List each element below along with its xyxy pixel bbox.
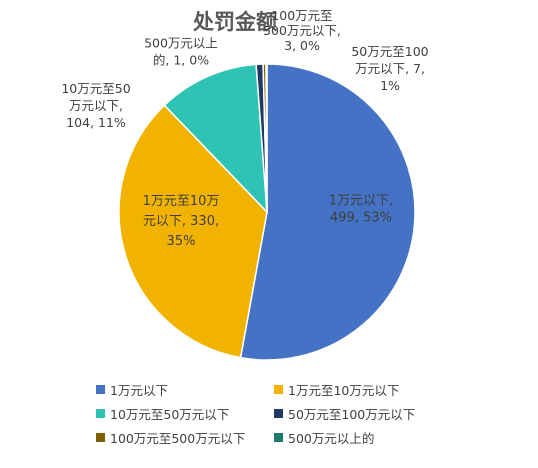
pie-slice-2	[163, 63, 268, 215]
pie-plot-area: 1万元以下, 499, 53% 1万元至10万元以下, 330, 35% 10万元至50…	[61, 8, 429, 361]
data-label-4: 100万元至 500万元以下, 3, 0%	[263, 8, 341, 53]
legend-swatch	[96, 385, 105, 394]
pie-slice-0	[239, 63, 416, 361]
legend-label: 500万元以上的	[288, 431, 375, 446]
legend-item-3: 50万元至100万元以下	[274, 404, 415, 423]
legend-label: 10万元至50万元以下	[110, 407, 230, 422]
data-label-2: 10万元至50 万元以下, 104, 11%	[61, 81, 130, 130]
legend-label: 1万元至10万元以下	[288, 383, 400, 398]
legend-swatch	[274, 433, 283, 442]
legend-label: 100万元至500万元以下	[110, 431, 246, 446]
legend-item-5: 500万元以上的	[274, 428, 374, 447]
legend-item-1: 1万元至10万元以下	[274, 380, 399, 399]
data-label-1: 1万元至10万元以下, 330, 35%	[143, 194, 220, 249]
legend-item-4: 100万元至500万元以下	[96, 428, 245, 447]
legend-swatch	[274, 385, 283, 394]
pie-slice-5	[265, 63, 268, 213]
legend-item-0: 1万元以下	[96, 380, 168, 399]
legend-item-2: 10万元至50万元以下	[96, 404, 229, 423]
chart-title: 处罚金额	[193, 9, 277, 34]
legend-swatch	[96, 433, 105, 442]
legend-label: 50万元至100万元以下	[288, 407, 416, 422]
data-label-0: 1万元以下, 499, 53%	[329, 194, 393, 226]
data-label-5: 500万元以上的, 1, 0%	[144, 36, 218, 68]
data-label-3: 50万元至100 万元以下, 7, 1%	[351, 44, 428, 93]
legend-swatch	[96, 409, 105, 418]
legend-swatch	[274, 409, 283, 418]
pie-slice-1	[118, 104, 268, 359]
legend-label: 1万元以下	[110, 383, 168, 398]
